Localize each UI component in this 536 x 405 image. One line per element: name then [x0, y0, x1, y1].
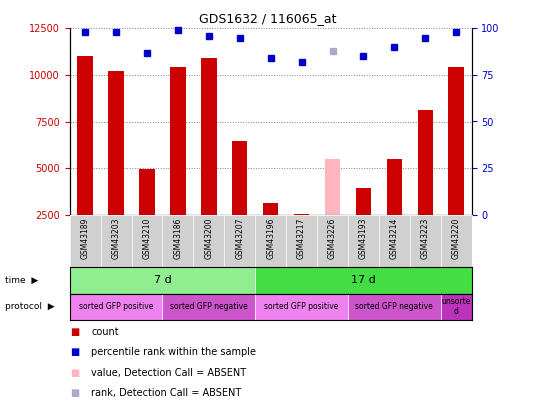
Bar [170, 66, 185, 215]
Text: GSM43196: GSM43196 [266, 217, 275, 259]
Text: time  ▶: time ▶ [5, 276, 39, 285]
Bar [232, 141, 248, 215]
Text: ■: ■ [70, 347, 79, 357]
Bar [348, 294, 441, 320]
Bar [356, 188, 371, 215]
Bar [162, 294, 255, 320]
Bar [139, 169, 155, 215]
Text: GSM43203: GSM43203 [111, 217, 121, 259]
Bar [108, 71, 124, 215]
Text: GSM43220: GSM43220 [452, 217, 461, 259]
Bar [325, 159, 340, 215]
Bar [201, 58, 217, 215]
Text: sorted GFP negative: sorted GFP negative [170, 302, 248, 311]
Text: GSM43186: GSM43186 [174, 217, 182, 259]
Bar [294, 214, 309, 215]
Bar [70, 267, 255, 294]
Text: GSM43217: GSM43217 [297, 217, 306, 259]
Text: GSM43226: GSM43226 [328, 217, 337, 259]
Bar [77, 56, 93, 215]
Text: sorted GFP negative: sorted GFP negative [355, 302, 433, 311]
Text: protocol  ▶: protocol ▶ [5, 302, 55, 311]
Text: value, Detection Call = ABSENT: value, Detection Call = ABSENT [91, 368, 246, 377]
Text: ■: ■ [70, 388, 79, 398]
Bar [255, 294, 348, 320]
Text: GSM43207: GSM43207 [235, 217, 244, 259]
Text: GSM43223: GSM43223 [421, 217, 430, 259]
Text: 7 d: 7 d [154, 275, 172, 286]
Text: rank, Detection Call = ABSENT: rank, Detection Call = ABSENT [91, 388, 241, 398]
Bar [70, 294, 162, 320]
Text: sorted GFP positive: sorted GFP positive [264, 302, 339, 311]
Bar [418, 110, 433, 215]
Text: percentile rank within the sample: percentile rank within the sample [91, 347, 256, 357]
Bar [263, 202, 278, 215]
Text: GSM43193: GSM43193 [359, 217, 368, 259]
Text: GDS1632 / 116065_at: GDS1632 / 116065_at [199, 12, 337, 25]
Text: GSM43189: GSM43189 [80, 217, 90, 259]
Bar [255, 267, 472, 294]
Text: ■: ■ [70, 327, 79, 337]
Text: 17 d: 17 d [351, 275, 376, 286]
Text: count: count [91, 327, 119, 337]
Bar [386, 159, 402, 215]
Text: ■: ■ [70, 368, 79, 377]
Text: unsorte
d: unsorte d [442, 297, 471, 316]
Text: GSM43210: GSM43210 [143, 217, 152, 259]
Text: sorted GFP positive: sorted GFP positive [79, 302, 153, 311]
Bar [449, 66, 464, 215]
Text: GSM43214: GSM43214 [390, 217, 399, 259]
Text: GSM43200: GSM43200 [204, 217, 213, 259]
Bar [441, 294, 472, 320]
